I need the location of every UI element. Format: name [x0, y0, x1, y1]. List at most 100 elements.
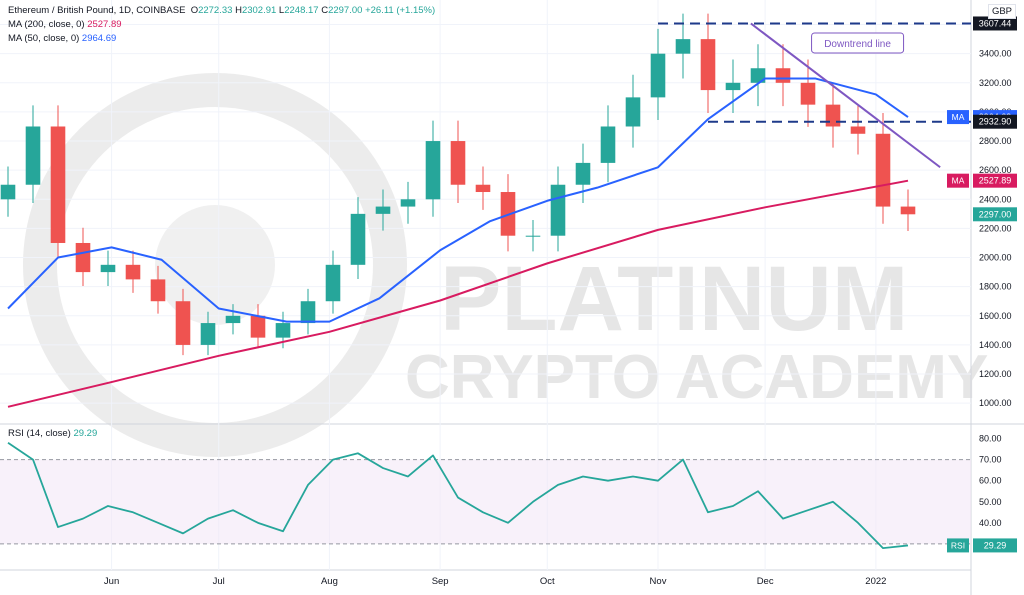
price-tag-label: 2297.00 [979, 209, 1012, 219]
ma50-row[interactable]: MA (50, close, 0) 2964.69 [8, 32, 435, 46]
price-tag-bg [973, 207, 1017, 222]
time-tick-label: Sep [432, 576, 449, 587]
rsi-label: RSI (14, close) [8, 428, 71, 439]
candle-body [725, 82, 741, 91]
price-tag-prefix-bg [947, 173, 969, 188]
candle-body [200, 323, 216, 345]
price-tag-label: 2932.90 [979, 117, 1012, 127]
time-tick-label: Oct [540, 576, 555, 587]
ma200-line [7, 179, 909, 408]
rsi-tag-bg [973, 538, 1017, 553]
rsi-tag-value: 29.29 [984, 540, 1007, 550]
candle-body [625, 97, 641, 127]
rsi-tick-label: 60.00 [979, 476, 1002, 486]
ma200-label: MA (200, close, 0) [8, 19, 85, 30]
ma50-line [7, 77, 909, 323]
rsi-line [7, 442, 909, 550]
change-value: +26.11 (+1.15%) [365, 5, 436, 16]
high-value: 2302.91 [241, 5, 277, 16]
downtrend-line [750, 22, 941, 169]
price-tag-prefix-bg [947, 110, 969, 125]
close-label: C [321, 5, 329, 16]
price-tag-label: 2527.89 [979, 176, 1012, 186]
price-tick-label: 2600.00 [979, 165, 1012, 175]
candle-body [125, 264, 141, 280]
candle-body [275, 323, 291, 338]
candle-body [750, 68, 766, 83]
candle-body [225, 315, 241, 324]
price-tick-label: 3200.00 [979, 78, 1012, 88]
price-tick-label: 1800.00 [979, 282, 1012, 292]
candle-body [800, 82, 816, 105]
rsi-band [0, 459, 971, 544]
high-label: H [235, 5, 242, 16]
price-tick-label: 2200.00 [979, 223, 1012, 233]
price-tick-label: 1400.00 [979, 340, 1012, 350]
watermark-line1: PLATINUM [440, 248, 908, 350]
chart-legend: Ethereum / British Pound, 1D, COINBASE O… [8, 4, 435, 46]
rsi-tick-label: 80.00 [979, 434, 1002, 444]
price-tick-label: 1200.00 [979, 369, 1012, 379]
open-value: 2272.33 [198, 5, 233, 16]
candle-body [300, 301, 316, 324]
candle-body [50, 126, 66, 243]
candle-body [0, 184, 16, 200]
currency-badge[interactable]: GBP [987, 4, 1016, 19]
candle-body [175, 301, 191, 345]
candle-body [650, 53, 666, 98]
price-tag-bg [973, 114, 1017, 129]
close-value: 2297.00 [328, 5, 363, 16]
rsi-tag-prefix: RSI [951, 540, 965, 550]
candle-body [25, 126, 41, 185]
watermark-coin [155, 205, 275, 325]
time-tick-label: Nov [650, 576, 667, 587]
candle-body [550, 184, 566, 236]
rsi-legend[interactable]: RSI (14, close) 29.29 [8, 428, 97, 439]
candle-body [400, 199, 416, 207]
candle-body [100, 264, 116, 273]
time-tick-label: Jun [104, 576, 119, 587]
annotation-layer: Downtrend line [658, 22, 971, 169]
candle-body [575, 162, 591, 185]
time-tick-label: 2022 [865, 576, 886, 587]
axis-layer: 1000.00 1200.00 1400.00 1600.00 1800.00 2000.… [104, 16, 1017, 587]
rsi-tag-prefix-bg [947, 538, 969, 553]
candle-body [150, 279, 166, 302]
candle-body [525, 235, 541, 237]
candle-body [450, 141, 466, 185]
candle-body [775, 68, 791, 83]
rsi-value: 29.29 [73, 428, 98, 439]
symbol-title: Ethereum / British Pound, 1D, COINBASE [8, 5, 186, 16]
price-tag-label: 3607.44 [979, 18, 1012, 28]
time-tick-label: Jul [213, 576, 225, 587]
watermark-line2: CRYPTO ACADEMY [405, 343, 988, 412]
price-series-layer [0, 13, 916, 408]
price-tick-label: 2400.00 [979, 194, 1012, 204]
candle-body [475, 184, 491, 193]
price-tick-label: 3400.00 [979, 49, 1012, 59]
candle-body [600, 126, 616, 163]
ma200-row[interactable]: MA (200, close, 0) 2527.89 [8, 18, 435, 32]
candle-body [250, 315, 266, 338]
rsi-tick-label: 50.00 [979, 497, 1002, 507]
ma200-value: 2527.89 [87, 19, 122, 30]
time-tick-label: Aug [321, 576, 338, 587]
rsi-tick-label: 70.00 [979, 455, 1002, 465]
price-tick-label: 2800.00 [979, 136, 1012, 146]
candle-body [900, 206, 916, 215]
price-tag-prefix: MA [952, 176, 965, 186]
rsi-tick-label: 40.00 [979, 518, 1002, 528]
candle-body [875, 133, 891, 207]
price-tick-label: 2000.00 [979, 253, 1012, 263]
rsi-pane [0, 442, 971, 550]
time-tick-label: Dec [757, 576, 774, 587]
low-value: 2248.17 [284, 5, 319, 16]
candle-body [425, 141, 441, 200]
price-tag-prefix: MA [952, 112, 965, 122]
downtrend-label-box [811, 32, 905, 54]
candle-body [325, 264, 341, 302]
low-label: L [278, 5, 285, 16]
